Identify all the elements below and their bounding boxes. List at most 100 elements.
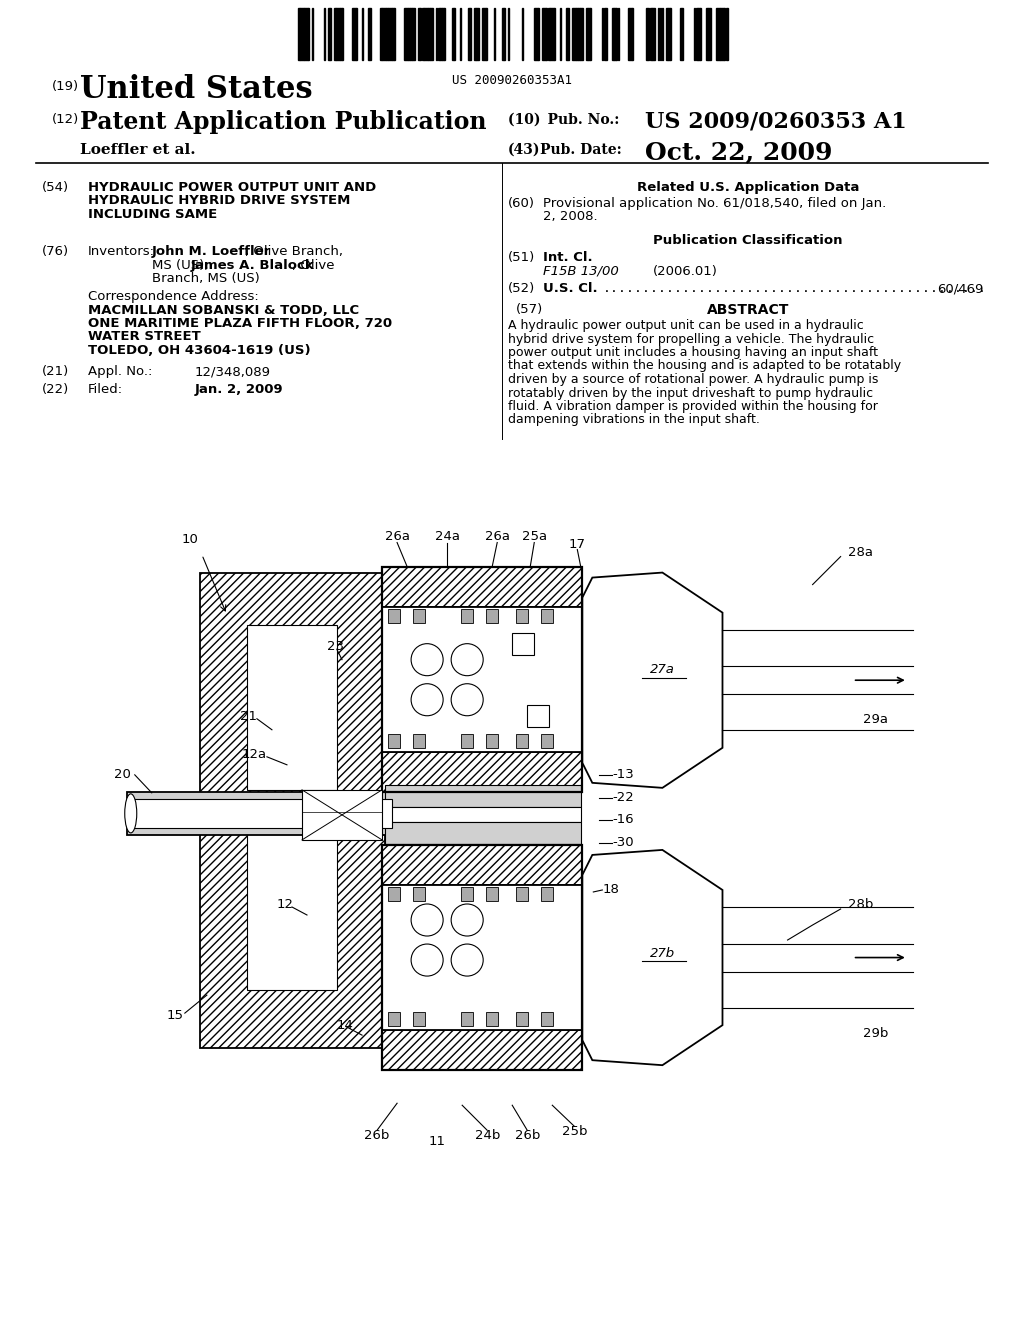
Ellipse shape — [125, 793, 137, 833]
Text: 10: 10 — [182, 533, 199, 546]
Bar — [512, 632, 535, 655]
Circle shape — [411, 944, 443, 975]
Bar — [652, 8, 655, 59]
Bar — [666, 8, 668, 59]
Bar — [385, 822, 582, 843]
Bar — [428, 8, 430, 59]
Bar — [380, 8, 382, 59]
Bar — [628, 8, 632, 59]
Bar — [424, 8, 428, 59]
Bar — [726, 8, 728, 59]
Text: (21): (21) — [42, 366, 70, 379]
Text: (76): (76) — [42, 246, 70, 257]
Text: 26b: 26b — [365, 1129, 390, 1142]
Bar — [486, 887, 499, 902]
Text: F15B 13/00: F15B 13/00 — [543, 264, 618, 277]
Text: 26a: 26a — [385, 531, 410, 543]
Bar — [586, 8, 588, 59]
Bar — [476, 8, 479, 59]
Text: , Olive Branch,: , Olive Branch, — [245, 246, 343, 257]
Bar — [575, 8, 578, 59]
Bar — [461, 1012, 473, 1026]
Bar — [247, 624, 337, 789]
Bar — [382, 566, 583, 792]
Bar — [200, 573, 385, 1048]
Circle shape — [452, 644, 483, 676]
Text: Loeffler et al.: Loeffler et al. — [80, 143, 196, 157]
Text: -22: -22 — [612, 792, 634, 804]
Bar — [385, 807, 582, 822]
Text: Publication Classification: Publication Classification — [653, 234, 843, 247]
Bar — [482, 8, 486, 59]
Text: WATER STREET: WATER STREET — [88, 330, 201, 343]
Bar — [382, 845, 583, 1071]
Text: (12): (12) — [52, 114, 79, 125]
Bar — [298, 8, 300, 59]
Text: Pub. Date:: Pub. Date: — [540, 143, 622, 157]
Bar — [542, 609, 553, 623]
Bar — [410, 8, 412, 59]
Bar — [614, 8, 616, 59]
Bar — [382, 752, 583, 792]
Text: , Olive: , Olive — [292, 259, 335, 272]
Text: 12a: 12a — [242, 748, 267, 762]
Bar — [336, 8, 340, 59]
Bar — [527, 705, 549, 727]
Text: Correspondence Address:: Correspondence Address: — [88, 290, 259, 304]
Text: 26a: 26a — [484, 531, 510, 543]
Text: Filed:: Filed: — [88, 383, 123, 396]
Text: U.S. Cl.: U.S. Cl. — [543, 282, 598, 294]
Bar — [386, 8, 388, 59]
Text: 12/348,089: 12/348,089 — [195, 366, 271, 379]
Text: MACMILLAN SOBANSKI & TODD, LLC: MACMILLAN SOBANSKI & TODD, LLC — [88, 304, 359, 317]
Text: 24b: 24b — [474, 1129, 500, 1142]
Bar — [382, 566, 583, 607]
Text: Jan. 2, 2009: Jan. 2, 2009 — [195, 383, 284, 396]
Bar — [468, 8, 470, 59]
Text: ................................................: ........................................… — [603, 282, 987, 294]
Bar — [413, 734, 425, 748]
Bar — [542, 734, 553, 748]
Bar — [588, 8, 590, 59]
Bar — [382, 607, 583, 752]
Bar — [566, 8, 569, 59]
Bar — [368, 8, 371, 59]
Bar — [486, 734, 499, 748]
Bar — [486, 1012, 499, 1026]
Bar — [720, 8, 724, 59]
Text: US 2009/0260353 A1: US 2009/0260353 A1 — [645, 110, 906, 132]
Text: 25b: 25b — [561, 1125, 587, 1138]
Text: driven by a source of rotational power. A hydraulic pump is: driven by a source of rotational power. … — [508, 374, 879, 385]
Bar — [502, 8, 504, 59]
Text: John M. Loeffler: John M. Loeffler — [152, 246, 271, 257]
Text: ABSTRACT: ABSTRACT — [707, 304, 790, 318]
Bar — [474, 8, 476, 59]
Polygon shape — [583, 573, 723, 788]
Bar — [328, 8, 330, 59]
Text: 12: 12 — [276, 899, 294, 912]
Text: 11: 11 — [429, 1135, 445, 1148]
Bar — [698, 8, 700, 59]
Text: Patent Application Publication: Patent Application Publication — [80, 110, 486, 135]
Text: 27b: 27b — [650, 946, 675, 960]
Bar — [452, 8, 454, 59]
Text: 17: 17 — [568, 539, 586, 550]
Bar — [388, 609, 400, 623]
Text: HYDRAULIC HYBRID DRIVE SYSTEM: HYDRAULIC HYBRID DRIVE SYSTEM — [88, 194, 350, 207]
Text: -13: -13 — [612, 768, 634, 781]
Bar — [646, 8, 649, 59]
Bar — [716, 8, 720, 59]
Bar — [388, 8, 392, 59]
Text: 29b: 29b — [862, 1027, 888, 1040]
Bar — [132, 799, 392, 828]
Bar — [404, 8, 408, 59]
Text: Appl. No.:: Appl. No.: — [88, 366, 153, 379]
Text: United States: United States — [80, 74, 312, 106]
Text: that extends within the housing and is adapted to be rotatably: that extends within the housing and is a… — [508, 359, 901, 372]
Bar — [650, 8, 652, 59]
Text: 18: 18 — [602, 883, 620, 896]
Text: -30: -30 — [612, 837, 634, 849]
Text: dampening vibrations in the input shaft.: dampening vibrations in the input shaft. — [508, 413, 760, 426]
Bar — [413, 1012, 425, 1026]
Text: (51): (51) — [508, 251, 536, 264]
